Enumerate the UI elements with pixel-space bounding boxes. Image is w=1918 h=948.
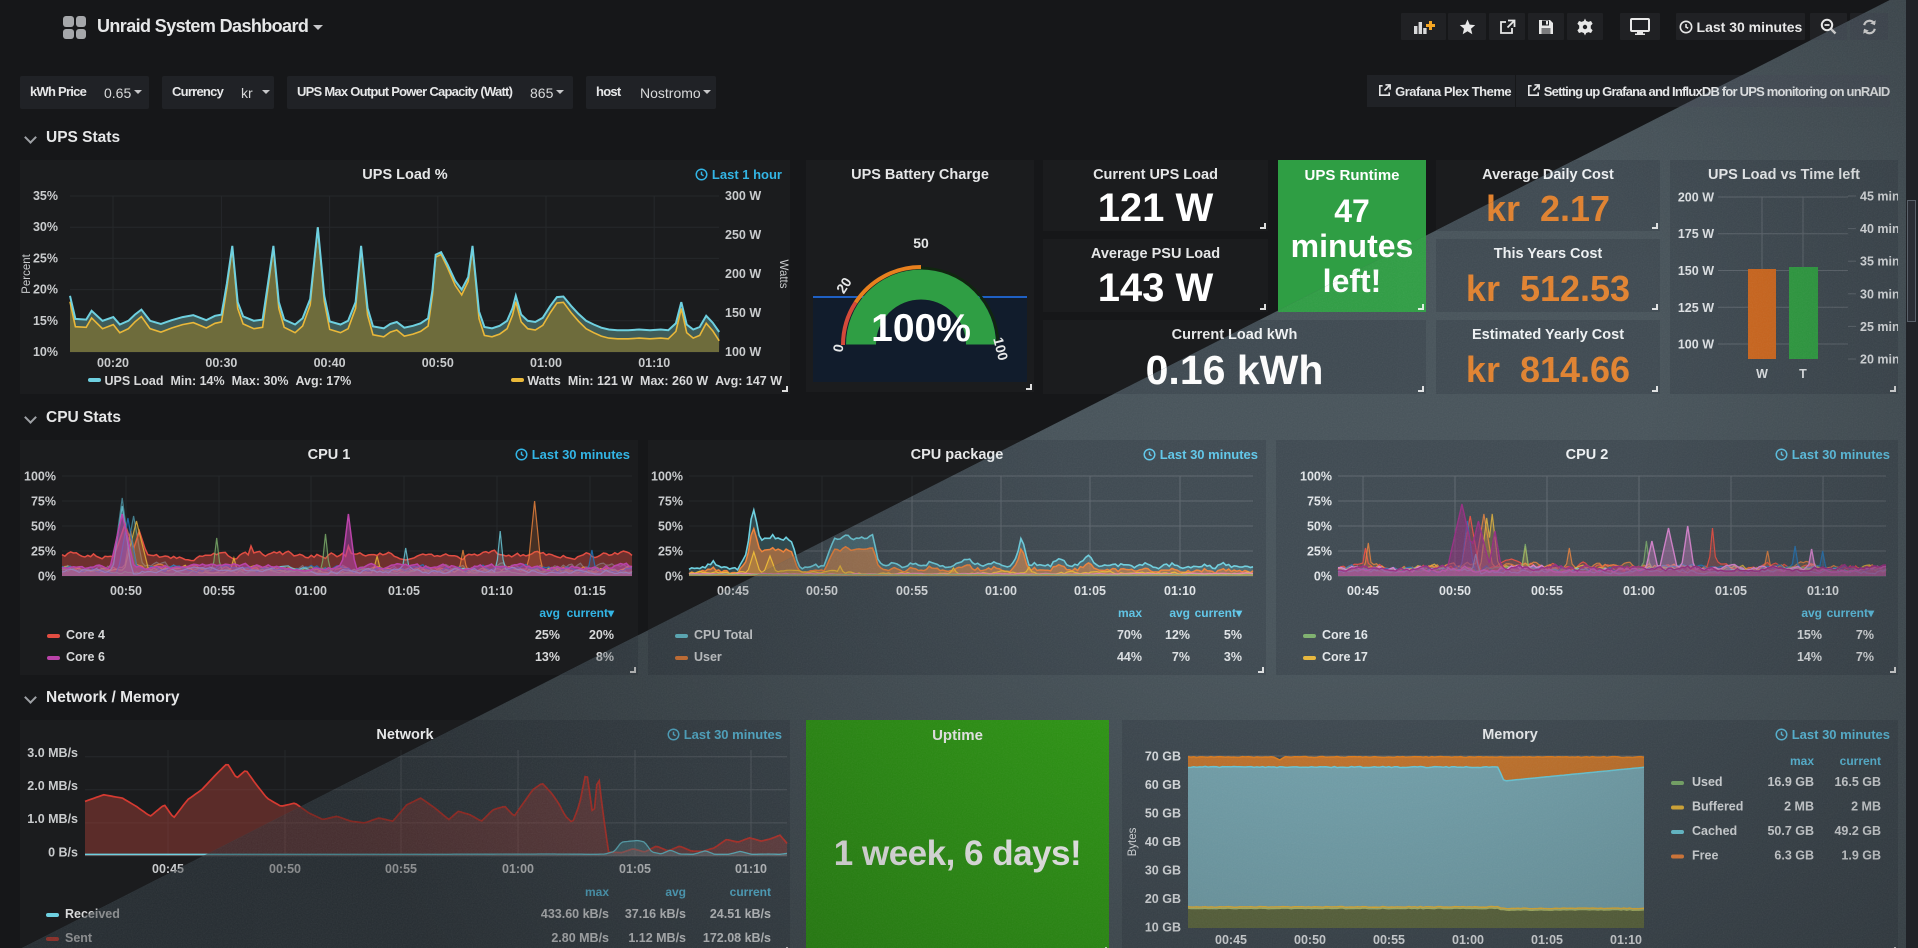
svg-text:25%: 25% [658,545,683,559]
svg-text:100%: 100% [871,307,971,350]
svg-text:Percent: Percent [21,253,33,293]
svg-text:01:15: 01:15 [574,584,606,598]
svg-text:25%: 25% [31,545,56,559]
svg-text:300 W: 300 W [725,189,761,203]
svg-text:100%: 100% [651,470,683,484]
svg-text:15%: 15% [33,314,58,328]
svg-text:01:00: 01:00 [295,584,327,598]
svg-text:2.0 MB/s: 2.0 MB/s [27,779,78,793]
svg-text:Core 4: Core 4 [66,628,105,642]
svg-text:250 W: 250 W [725,228,761,242]
svg-text:0%: 0% [665,570,683,584]
svg-text:75%: 75% [31,495,56,509]
svg-text:00:50: 00:50 [110,584,142,598]
svg-text:150 W: 150 W [725,306,761,320]
svg-text:50: 50 [913,235,929,251]
svg-text:25%: 25% [535,628,560,642]
svg-text:35%: 35% [33,189,58,203]
svg-text:50%: 50% [31,520,56,534]
svg-text:100%: 100% [24,470,56,484]
svg-text:00:40: 00:40 [314,356,346,370]
svg-text:20%: 20% [33,283,58,297]
svg-text:01:10: 01:10 [481,584,513,598]
svg-text:00:30: 00:30 [205,356,237,370]
svg-text:00:55: 00:55 [203,584,235,598]
svg-text:3.0 MB/s: 3.0 MB/s [27,746,78,760]
svg-text:Watts: Watts [777,260,789,289]
svg-text:20: 20 [833,274,855,296]
svg-text:00:50: 00:50 [422,356,454,370]
svg-text:1.0 MB/s: 1.0 MB/s [27,812,78,826]
svg-text:01:05: 01:05 [388,584,420,598]
svg-text:01:10: 01:10 [638,356,670,370]
svg-text:13%: 13% [535,650,560,664]
svg-text:50%: 50% [658,520,683,534]
svg-text:Core 6: Core 6 [66,650,105,664]
svg-text:75%: 75% [658,495,683,509]
svg-text:10%: 10% [33,345,58,359]
svg-text:25%: 25% [33,251,58,265]
svg-text:01:00: 01:00 [530,356,562,370]
svg-text:0%: 0% [38,570,56,584]
svg-text:current▾: current▾ [567,606,615,620]
svg-text:0 B/s: 0 B/s [48,845,78,859]
svg-text:00:20: 00:20 [97,356,129,370]
svg-text:20%: 20% [589,628,614,642]
svg-text:100 W: 100 W [725,345,761,359]
svg-text:30%: 30% [33,220,58,234]
svg-text:200 W: 200 W [725,267,761,281]
svg-text:avg: avg [539,606,560,620]
